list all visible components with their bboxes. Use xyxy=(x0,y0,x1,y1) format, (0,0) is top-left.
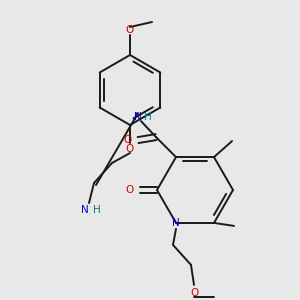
Text: O: O xyxy=(126,25,134,35)
Text: N: N xyxy=(172,218,180,228)
Text: O: O xyxy=(125,185,133,195)
Text: N: N xyxy=(134,112,142,122)
Text: O: O xyxy=(126,144,134,154)
Text: N: N xyxy=(81,205,89,215)
Text: H: H xyxy=(144,112,152,122)
Text: O: O xyxy=(191,288,199,298)
Text: O: O xyxy=(124,135,132,145)
Text: H: H xyxy=(93,205,101,215)
